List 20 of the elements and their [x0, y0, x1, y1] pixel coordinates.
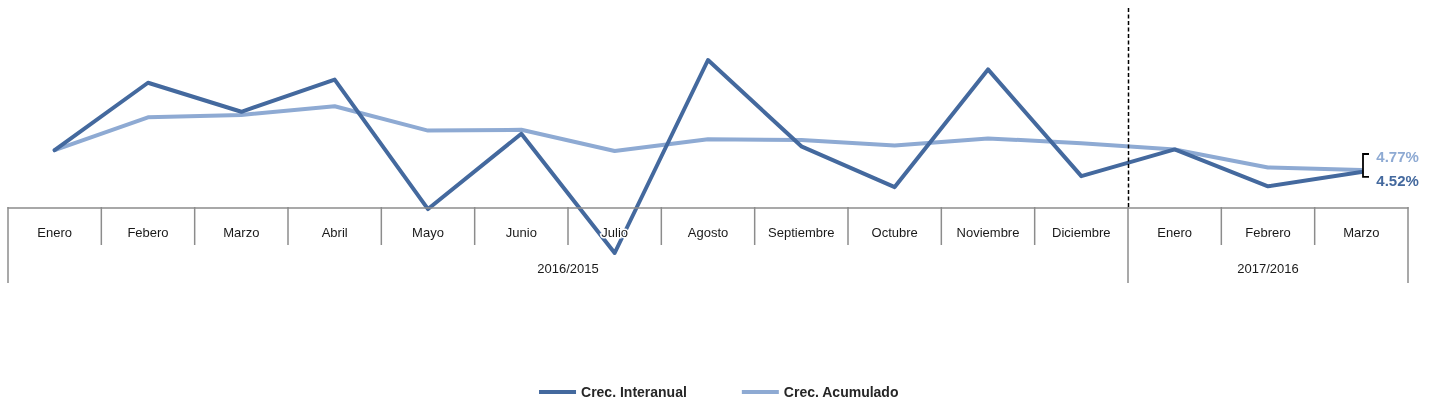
data-label: 4.77%: [1376, 147, 1419, 165]
x-tick-label: Febrero: [1245, 225, 1291, 241]
x-tick-label: Marzo: [223, 225, 260, 241]
x-tick-label: Marzo: [1343, 225, 1380, 241]
legend-label: Crec. Acumulado: [783, 384, 899, 400]
x-tick-label: Abril: [321, 225, 348, 241]
x-tick-label: Enero: [37, 225, 73, 241]
x-tick-label: Octubre: [871, 225, 918, 241]
x-tick-label: Febero: [127, 225, 169, 241]
x-tick-label: Diciembre: [1052, 225, 1111, 241]
x-tick-label: Septiembre: [768, 225, 835, 241]
x-tick-label: Enero: [1157, 225, 1193, 241]
x-tick-label: Mayo: [412, 225, 444, 241]
data-label: 4.52%: [1376, 171, 1419, 189]
text: 2016/2015: [537, 261, 599, 277]
x-tick-label: Junio: [505, 225, 537, 241]
legend-label: Crec. Interanual: [581, 384, 687, 400]
x-tick-label: Noviembre: [956, 225, 1020, 241]
text: 2017/2016: [1237, 261, 1299, 277]
x-tick-label: Agosto: [687, 225, 729, 241]
